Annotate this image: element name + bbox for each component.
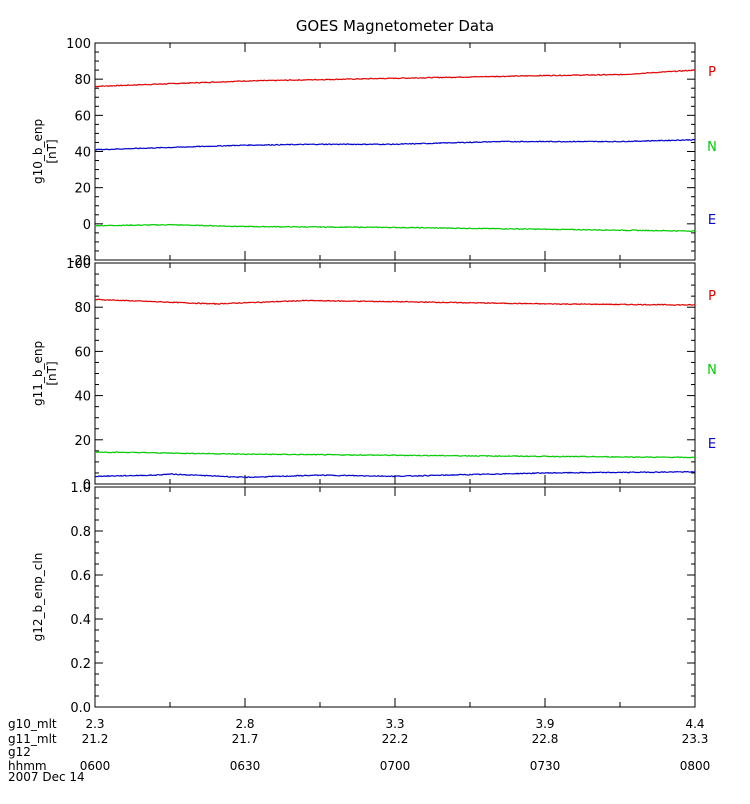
x-tick-label: 0800	[680, 759, 711, 773]
y-axis-label: g12_b_enp_cln	[31, 553, 45, 642]
y-tick-label: 60	[74, 109, 91, 124]
y-tick-label: -20	[70, 254, 91, 269]
y-tick-label: 0.4	[70, 613, 91, 628]
x-tick-label: 0730	[530, 759, 561, 773]
y-tick-label: 0.0	[70, 701, 91, 716]
x-tick-label: 21.7	[232, 732, 259, 746]
legend-P: P	[708, 289, 716, 304]
panel-1: -20 0 20 40 60 80 100 g10_b_enp [nT] P N E	[31, 37, 717, 269]
row-label: hhmm	[8, 759, 47, 773]
y-tick-label: 40	[74, 390, 91, 405]
y-tick-label: 0	[83, 478, 91, 493]
x-tick-label: 22.8	[532, 732, 559, 746]
x-tick-label: 3.3	[385, 717, 404, 731]
panel-3: 0.0 0.2 0.4 0.6 0.8 1.0 g12_b_enp_cln	[31, 481, 696, 716]
date-label: 2007 Dec 14	[8, 770, 85, 784]
x-tick-label: 4.4	[685, 717, 704, 731]
legend-E: E	[708, 213, 716, 228]
series-line-E	[94, 138, 695, 151]
legend-N: N	[707, 140, 717, 155]
y-tick-label: 100	[66, 37, 91, 52]
y-axis-label: g11_b_enp	[31, 341, 45, 406]
y-tick-label: 80	[74, 73, 91, 88]
x-tick-label: 22.2	[382, 732, 409, 746]
panel-2: 0 20 40 60 80 100 g11_b_enp [nT] P N E	[31, 257, 717, 493]
x-tick-label: 2.3	[85, 717, 104, 731]
x-tick-label: 2.8	[235, 717, 254, 731]
series-line-P	[94, 298, 696, 306]
row-label: g11_mlt	[8, 732, 57, 746]
y-tick-label: 0.6	[70, 569, 91, 584]
y-tick-label: 0.2	[70, 657, 91, 672]
row-label: g12	[8, 745, 31, 759]
series-line-E	[94, 470, 696, 479]
y-tick-label: 40	[74, 146, 91, 161]
series-line-N	[94, 223, 696, 232]
x-tick-label: 0630	[230, 759, 261, 773]
y-tick-label: 20	[74, 434, 91, 449]
x-tick-label: 3.9	[535, 717, 554, 731]
x-tick-label: 21.2	[82, 732, 109, 746]
series-line-P	[94, 69, 696, 88]
y-axis-label: g10_b_enp	[31, 119, 45, 184]
x-tick-label: 0700	[380, 759, 411, 773]
row-label: g10_mlt	[8, 717, 57, 731]
y-tick-label: 0.8	[70, 525, 91, 540]
legend-P: P	[708, 65, 716, 80]
legend-N: N	[707, 363, 717, 378]
series-line-N	[94, 451, 696, 459]
x-tick-label: 23.3	[682, 732, 709, 746]
y-tick-label: 100	[66, 257, 91, 272]
legend-E: E	[708, 437, 716, 452]
y-tick-label: 20	[74, 182, 91, 197]
y-tick-label: 80	[74, 301, 91, 316]
y-tick-label: 60	[74, 345, 91, 360]
y-axis-unit: [nT]	[45, 139, 59, 163]
y-axis-unit: [nT]	[45, 361, 59, 385]
chart-title: GOES Magnetometer Data	[296, 17, 494, 35]
x-tick-label: 0600	[80, 759, 111, 773]
y-tick-label: 1.0	[70, 481, 91, 496]
y-tick-label: 0	[83, 218, 91, 233]
